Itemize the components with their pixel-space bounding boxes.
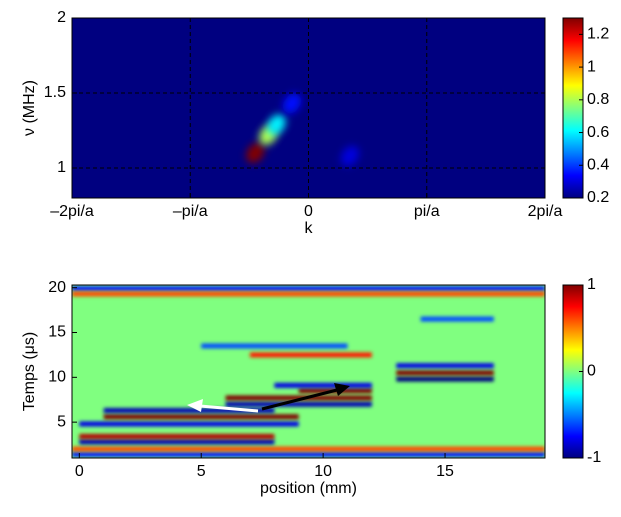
y-tick-label: 1 <box>57 159 66 176</box>
arrow-black <box>261 388 338 411</box>
x-tick-label: 5 <box>197 463 206 480</box>
x-tick-label: 0 <box>75 463 84 480</box>
colorbar-tick-label: -1 <box>587 449 601 466</box>
annotation-arrows <box>187 383 350 413</box>
heat-spot <box>282 93 302 114</box>
x-tick-label: 0 <box>304 203 313 220</box>
colorbar-tick-label: 0.4 <box>587 156 609 173</box>
colorbar-tick-label: 0.6 <box>587 124 609 141</box>
x-tick-label: –pi/a <box>173 203 208 220</box>
x-tick-label: –2pi/a <box>50 203 94 220</box>
heat-stripe <box>79 439 275 445</box>
heat-stripe <box>72 446 545 452</box>
heat-stripe <box>396 376 494 382</box>
arrow-white <box>199 404 259 413</box>
colorbar-tick-label: 0.2 <box>587 189 609 206</box>
heat-stripe <box>420 316 494 322</box>
arrow-head <box>334 383 350 396</box>
heatmap <box>72 18 545 198</box>
colorbar-tick-label: 1 <box>587 276 596 293</box>
y-axis-label: ν (MHz) <box>21 80 38 136</box>
heat-stripe <box>249 352 372 358</box>
heat-stripe <box>72 291 545 297</box>
y-tick-label: 5 <box>57 413 66 430</box>
heat-stripe <box>396 370 494 376</box>
heat-stripe <box>72 451 545 457</box>
x-tick-label: 15 <box>436 463 454 480</box>
heat-stripe <box>79 433 275 439</box>
y-tick-label: 2 <box>57 9 66 26</box>
y-tick-label: 10 <box>48 369 66 386</box>
colorbar-tick-label: 1 <box>587 58 596 75</box>
heat-stripe <box>396 363 494 369</box>
heat-stripe <box>103 414 299 420</box>
y-tick-label: 1.5 <box>44 84 66 101</box>
x-axis-label: position (mm) <box>260 480 357 497</box>
heatmap <box>72 285 545 458</box>
y-tick-label: 20 <box>48 279 66 296</box>
x-axis-label: k <box>305 220 314 237</box>
arrow-head <box>187 399 203 412</box>
x-tick-label: 2pi/a <box>528 203 563 220</box>
heat-stripe <box>103 407 275 413</box>
colorbar-tick-label: 1.2 <box>587 26 609 43</box>
axes-box <box>71 17 546 199</box>
axes-box <box>71 284 546 459</box>
colorbar-tick-label: 0.8 <box>587 91 609 108</box>
heat-stripe <box>201 343 348 349</box>
x-tick-label: 10 <box>314 463 332 480</box>
y-tick-label: 15 <box>48 324 66 341</box>
heat-spot <box>246 142 265 164</box>
heat-stripe <box>274 382 372 388</box>
heat-stripe <box>79 421 299 427</box>
heat-stripe <box>72 286 545 292</box>
x-tick-label: pi/a <box>414 203 440 220</box>
heat-spot <box>340 145 359 167</box>
heat-stripe <box>225 395 372 401</box>
y-axis-label: Temps (μs) <box>21 332 38 411</box>
heat-spot <box>267 114 286 135</box>
colorbar-tick-label: 0 <box>587 363 596 380</box>
plots: –2pi/a –pi/a 0 pi/a 2pi/a 1 1.5 2 k ν (MHz) 0.2 0.4… <box>21 9 609 497</box>
heat-stripe <box>225 401 372 407</box>
heatmap-background <box>72 18 545 198</box>
colorbar <box>562 17 584 199</box>
